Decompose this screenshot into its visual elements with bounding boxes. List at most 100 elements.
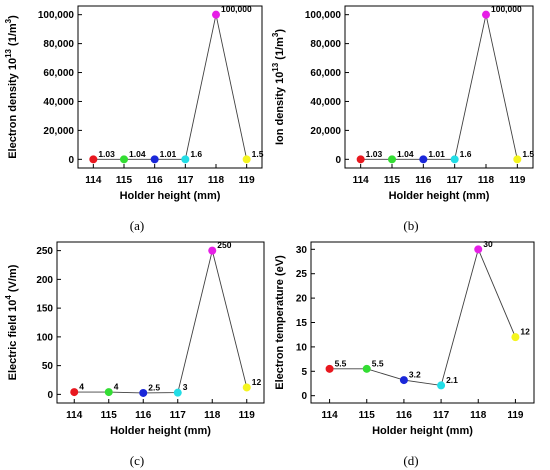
electron-density-data-point bbox=[150, 155, 159, 164]
electron-density-data-point bbox=[89, 155, 98, 164]
electric-field-data-label: 4 bbox=[79, 382, 84, 392]
electric-field-data-label: 250 bbox=[217, 240, 231, 250]
ion-density-y-axis-label-part: (1/m bbox=[274, 37, 286, 63]
electron-temperature-y-tick-label: 0 bbox=[301, 391, 307, 402]
ion-density-x-axis-label: Holder height (mm) bbox=[389, 190, 490, 202]
ion-density-data-label: 1.5 bbox=[522, 149, 534, 159]
electron-density-x-axis-label: Holder height (mm) bbox=[120, 190, 221, 202]
electric-field-y-axis-label-part: (V/m) bbox=[7, 264, 19, 295]
ion-density-x-tick-label: 118 bbox=[478, 175, 495, 186]
electron-temperature-x-tick-label: 116 bbox=[396, 410, 413, 421]
electron-temperature-x-tick-label: 114 bbox=[322, 410, 339, 421]
ion-density-data-point bbox=[388, 155, 396, 164]
electron-temperature-y-axis-label: Electron temperature (eV) bbox=[274, 255, 286, 390]
ion-density-data-label: 1.01 bbox=[428, 149, 445, 159]
ion-density-x-tick-label: 114 bbox=[353, 175, 370, 186]
ion-density-data-point bbox=[356, 155, 365, 164]
electron-temperature-x-tick-label: 118 bbox=[470, 410, 487, 421]
electron-temperature-data-label: 5.5 bbox=[335, 358, 347, 368]
ion-density-caption: (b) bbox=[403, 218, 418, 233]
electron-temperature-data-point bbox=[474, 245, 483, 254]
electric-field-y-tick-label: 50 bbox=[42, 361, 54, 372]
electron-temperature-data-label: 2.1 bbox=[446, 375, 458, 385]
electron-density-y-tick-label: 0 bbox=[68, 155, 74, 166]
electric-field-data-point bbox=[208, 246, 217, 255]
electron-temperature-y-tick-label: 10 bbox=[296, 342, 308, 353]
electron-density-y-axis-label-part: Electron density 10 bbox=[7, 58, 19, 159]
ion-density-panel: 0 20,000 40,000 60,000 80,000 100,000 114 115 11… bbox=[271, 4, 534, 233]
ion-density-data-label: 1.03 bbox=[366, 149, 383, 159]
electric-field-data-point bbox=[173, 388, 182, 397]
electron-temperature-y-tick-label: 30 bbox=[296, 245, 308, 256]
electron-density-x-tick-label: 119 bbox=[239, 175, 256, 186]
electron-density-y-tick-label: 80,000 bbox=[43, 39, 74, 50]
electron-temperature-data-point bbox=[399, 376, 408, 385]
electric-field-y-axis-label: Electric field 104 (V/m) bbox=[4, 264, 19, 380]
electron-temperature-y-axis-label-part: Electron temperature (eV) bbox=[274, 255, 286, 390]
ion-density-series-line bbox=[360, 14, 518, 160]
electric-field-x-tick-label: 115 bbox=[101, 410, 118, 421]
electric-field-data-label: 4 bbox=[114, 382, 119, 392]
electric-field-data-point bbox=[70, 388, 79, 397]
electric-field-caption: (c) bbox=[130, 453, 144, 468]
electron-density-y-axis-label-part: (1/m bbox=[7, 23, 19, 49]
ion-density-y-tick-label: 20,000 bbox=[310, 126, 341, 137]
electric-field-y-tick-label: 0 bbox=[47, 390, 53, 401]
electron-density-data-label: 1.03 bbox=[98, 149, 115, 159]
electric-field-y-tick-label: 250 bbox=[36, 246, 53, 257]
electron-density-y-tick-label: 60,000 bbox=[43, 68, 74, 79]
electric-field-y-axis-label-part: Electric field 10 bbox=[7, 300, 19, 381]
electron-temperature-y-tick-label: 20 bbox=[296, 294, 308, 305]
electron-temperature-data-label: 12 bbox=[520, 327, 530, 337]
electric-field-x-tick-label: 118 bbox=[204, 410, 221, 421]
electron-density-data-label: 1.5 bbox=[252, 149, 264, 159]
electron-temperature-y-tick-label: 15 bbox=[296, 318, 308, 329]
ion-density-y-axis-label-part: 3 bbox=[271, 32, 280, 37]
electron-temperature-data-point bbox=[325, 364, 334, 373]
ion-density-data-point bbox=[450, 155, 459, 164]
electron-density-x-tick-label: 118 bbox=[208, 175, 225, 186]
electron-temperature-x-tick-label: 115 bbox=[359, 410, 376, 421]
electron-temperature-panel: 0 5 10 15 20 25 30 114 115 116 117 118 119 5.5 5.5 3.2 2… bbox=[274, 239, 535, 468]
ion-density-x-tick-label: 116 bbox=[415, 175, 432, 186]
electron-density-plot-frame bbox=[77, 5, 263, 169]
electron-density-data-label: 1.04 bbox=[129, 149, 146, 159]
electric-field-x-tick-label: 116 bbox=[135, 410, 152, 421]
electron-density-x-tick-label: 115 bbox=[116, 175, 133, 186]
electron-temperature-y-tick-label: 5 bbox=[301, 367, 307, 378]
ion-density-data-point bbox=[482, 10, 490, 19]
electron-density-panel: 0 20,000 40,000 60,000 80,000 100,000 114 115 11… bbox=[4, 4, 264, 233]
electron-density-y-axis-label: Electron density 1013 (1/m3) bbox=[4, 15, 19, 159]
electron-density-x-tick-label: 117 bbox=[177, 175, 194, 186]
electron-density-data-label: 1.01 bbox=[160, 149, 177, 159]
electron-temperature-x-axis-label: Holder height (mm) bbox=[372, 425, 473, 437]
ion-density-y-tick-label: 60,000 bbox=[310, 68, 341, 79]
ion-density-x-tick-label: 119 bbox=[509, 175, 526, 186]
ion-density-y-axis-label-part: Ion density 10 bbox=[274, 72, 286, 145]
electron-temperature-caption: (d) bbox=[403, 453, 418, 468]
electron-density-y-tick-label: 40,000 bbox=[43, 97, 74, 108]
electron-density-y-tick-label: 20,000 bbox=[43, 126, 74, 137]
electron-temperature-y-tick-label: 25 bbox=[296, 269, 308, 280]
electron-temperature-data-label: 5.5 bbox=[372, 358, 384, 368]
ion-density-plot-frame bbox=[344, 5, 534, 169]
ion-density-y-tick-label: 0 bbox=[335, 155, 341, 166]
electron-density-caption: (a) bbox=[130, 218, 144, 233]
electron-temperature-data-label: 3.2 bbox=[409, 370, 421, 380]
electron-density-y-tick-label: 100,000 bbox=[38, 10, 75, 21]
electron-density-data-label: 100,000 bbox=[221, 4, 252, 14]
ion-density-y-tick-label: 100,000 bbox=[305, 10, 342, 21]
electron-temperature-plot-frame bbox=[310, 241, 535, 404]
electric-field-x-tick-label: 119 bbox=[239, 410, 256, 421]
ion-density-x-tick-label: 117 bbox=[447, 175, 464, 186]
electric-field-panel: 0 50 100 150 200 250 114 115 116 117 118 119 4 4 2.5 3 2… bbox=[4, 240, 265, 468]
ion-density-data-label: 1.04 bbox=[397, 149, 414, 159]
ion-density-y-axis-label-part: ) bbox=[274, 29, 286, 33]
electric-field-data-label: 2.5 bbox=[148, 382, 160, 392]
electron-density-data-point bbox=[212, 10, 220, 19]
electron-density-x-tick-label: 114 bbox=[85, 175, 102, 186]
electric-field-data-label: 3 bbox=[183, 382, 188, 392]
electric-field-data-label: 12 bbox=[252, 377, 262, 387]
electron-density-data-point bbox=[242, 155, 251, 164]
electron-temperature-data-label: 30 bbox=[483, 239, 493, 249]
